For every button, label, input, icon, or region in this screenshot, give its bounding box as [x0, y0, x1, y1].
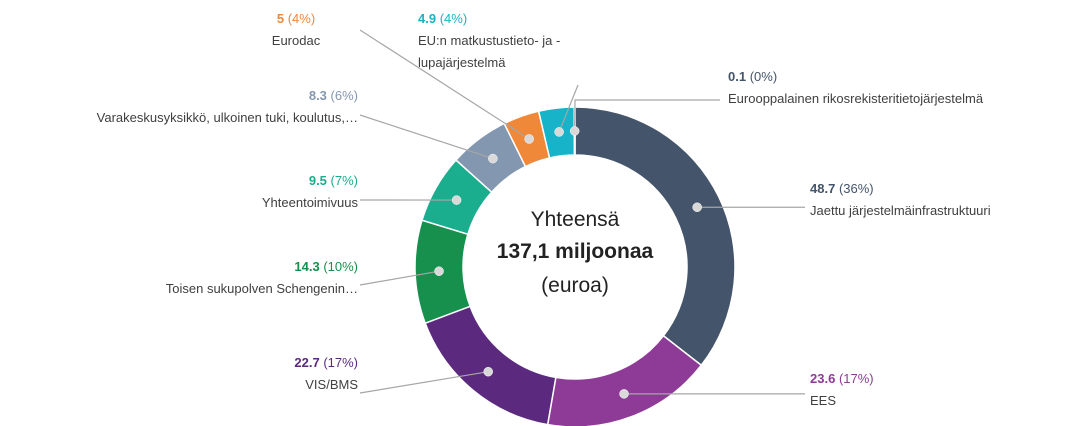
leader-dot [619, 389, 629, 399]
percent-label: (17%) [323, 355, 358, 370]
category-label: Yhteentoimivuus [261, 195, 358, 210]
value-line: 4.9 (4%) [418, 8, 560, 30]
donut-slice [546, 334, 703, 426]
leader-dot [524, 134, 534, 144]
value-line: 8.3 (6%) [97, 85, 358, 107]
value-label: 14.3 [294, 259, 320, 274]
leader-line [574, 99, 720, 132]
slice-label: 22.7 (17%) VIS/BMS [294, 352, 358, 396]
category-label: Eurodac [271, 33, 321, 48]
leader-dot [451, 195, 462, 205]
value-label: 0.1 [728, 69, 747, 84]
leader-line [359, 114, 494, 160]
leader-line [359, 270, 440, 286]
value-line: 48.7 (36%) [810, 178, 991, 200]
value-label: 22.7 [294, 355, 320, 370]
center-unit: (euroa) [541, 274, 609, 297]
value-label: 8.3 [308, 88, 327, 103]
slice-label: 4.9 (4%) EU:n matkustustieto- ja - lupajä… [418, 8, 560, 74]
value-line: 9.5 (7%) [262, 170, 358, 192]
value-label: 48.7 [810, 181, 836, 196]
donut-slice [424, 305, 557, 426]
slice-label: 48.7 (36%) Jaettu järjestelmäinfrastruktu… [810, 178, 991, 222]
slice-label: 14.3 (10%) Toisen sukupolven Schengenin… [166, 256, 358, 300]
category-label: Varakeskusyksikkö, ulkoinen tuki, koulut… [96, 110, 358, 125]
leader-dot [434, 266, 444, 276]
value-label: 5 [276, 11, 285, 26]
center-line: Yhteensä [530, 208, 620, 231]
percent-label: (0%) [749, 69, 778, 84]
percent-label: (4%) [439, 11, 468, 26]
center-total: 137,1 miljoonaa [496, 240, 654, 263]
leader-dot [569, 126, 580, 136]
slice-label: 23.6 (17%) EES [810, 368, 874, 412]
percent-label: (36%) [838, 181, 874, 196]
category-label: EES [810, 393, 837, 408]
percent-label: (17%) [838, 371, 874, 386]
category-label: Toisen sukupolven Schengenin… [165, 281, 358, 296]
value-line: 22.7 (17%) [294, 352, 358, 374]
value-line: 14.3 (10%) [166, 256, 358, 278]
category-label: Eurooppalainen rikosrekisteritietojärjes… [728, 91, 984, 106]
donut-slice [574, 106, 736, 367]
leader-line [359, 371, 489, 394]
value-line: 23.6 (17%) [810, 368, 874, 390]
leader-dot [483, 366, 493, 377]
category-label: EU:n matkustustieto- ja - lupajärjestelm… [418, 33, 561, 70]
category-label: Jaettu järjestelmäinfrastruktuuri [810, 203, 991, 218]
slice-label: 0.1 (0%) Eurooppalainen rikosrekisteritie… [728, 66, 983, 110]
leader-dot [488, 153, 498, 164]
value-line: 0.1 (0%) [728, 66, 983, 88]
value-label: 23.6 [810, 371, 836, 386]
value-line: 5 (4%) [146, 8, 446, 30]
leader-line [359, 29, 530, 140]
value-label: 4.9 [418, 11, 437, 26]
percent-label: (4%) [287, 11, 316, 26]
slice-label: 9.5 (7%) Yhteentoimivuus [262, 170, 358, 214]
percent-label: (10%) [323, 259, 358, 274]
percent-label: (6%) [330, 88, 358, 103]
leader-dot [692, 202, 702, 213]
percent-label: (7%) [330, 173, 358, 188]
value-label: 9.5 [308, 173, 327, 188]
leader-line [558, 84, 579, 133]
category-label: VIS/BMS [305, 377, 358, 392]
slice-label: 5 (4%) Eurodac [146, 8, 446, 52]
slice-label: 8.3 (6%) Varakeskusyksikkö, ulkoinen tuki… [97, 85, 358, 129]
leader-dot [554, 127, 564, 137]
